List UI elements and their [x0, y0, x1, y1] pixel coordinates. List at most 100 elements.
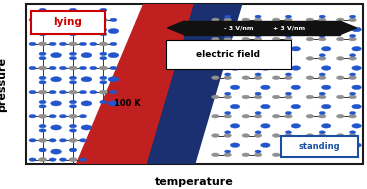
Circle shape — [212, 57, 219, 60]
Circle shape — [39, 148, 46, 151]
Text: - 3 V/nm: - 3 V/nm — [224, 25, 253, 30]
Circle shape — [306, 134, 314, 137]
Circle shape — [29, 18, 36, 22]
Text: standing: standing — [299, 142, 340, 151]
Circle shape — [255, 73, 261, 76]
Circle shape — [261, 27, 270, 32]
Circle shape — [81, 53, 92, 58]
Circle shape — [39, 81, 46, 84]
Circle shape — [69, 149, 77, 152]
Circle shape — [81, 29, 92, 34]
Circle shape — [261, 124, 270, 128]
Circle shape — [306, 153, 314, 156]
Circle shape — [59, 115, 66, 118]
Circle shape — [242, 115, 250, 118]
Circle shape — [224, 134, 231, 137]
Circle shape — [39, 124, 46, 128]
Circle shape — [261, 85, 270, 90]
Circle shape — [272, 76, 280, 79]
Circle shape — [285, 76, 292, 79]
Circle shape — [319, 54, 325, 57]
Circle shape — [286, 73, 291, 76]
Polygon shape — [76, 4, 235, 164]
Circle shape — [51, 149, 62, 154]
Circle shape — [225, 92, 231, 95]
Circle shape — [224, 57, 231, 60]
Circle shape — [110, 18, 117, 22]
Circle shape — [39, 32, 46, 36]
Circle shape — [349, 73, 356, 76]
Circle shape — [286, 54, 291, 57]
Circle shape — [212, 76, 219, 79]
Circle shape — [69, 148, 77, 151]
Circle shape — [306, 57, 314, 60]
Polygon shape — [340, 21, 357, 35]
Circle shape — [349, 54, 356, 57]
Circle shape — [49, 158, 56, 161]
Text: + 3 V/nm: + 3 V/nm — [273, 25, 305, 30]
Circle shape — [69, 90, 77, 94]
Circle shape — [272, 153, 280, 156]
Circle shape — [108, 101, 119, 106]
Text: pressure: pressure — [0, 57, 7, 112]
Circle shape — [69, 81, 77, 84]
Circle shape — [212, 95, 219, 99]
Circle shape — [337, 18, 344, 22]
Circle shape — [291, 46, 301, 51]
Circle shape — [255, 34, 261, 37]
Circle shape — [230, 124, 240, 128]
Circle shape — [225, 150, 231, 153]
Circle shape — [352, 66, 361, 70]
Circle shape — [212, 153, 219, 156]
FancyBboxPatch shape — [166, 40, 291, 69]
Circle shape — [90, 18, 97, 22]
Circle shape — [285, 57, 292, 60]
Circle shape — [272, 95, 280, 99]
Circle shape — [352, 143, 361, 147]
Circle shape — [100, 81, 107, 84]
Circle shape — [291, 124, 301, 128]
Circle shape — [286, 112, 291, 114]
Circle shape — [59, 42, 66, 46]
Circle shape — [291, 27, 301, 32]
Circle shape — [224, 37, 231, 41]
Circle shape — [306, 115, 314, 118]
Circle shape — [29, 139, 36, 142]
Circle shape — [69, 32, 77, 36]
Circle shape — [319, 73, 325, 76]
Circle shape — [100, 57, 107, 60]
Circle shape — [225, 73, 231, 76]
Circle shape — [337, 95, 344, 99]
Circle shape — [29, 66, 36, 70]
Circle shape — [69, 66, 77, 70]
Circle shape — [100, 76, 107, 80]
Circle shape — [69, 18, 77, 22]
Circle shape — [69, 124, 77, 128]
Circle shape — [51, 125, 62, 130]
Circle shape — [108, 29, 119, 34]
Circle shape — [212, 18, 219, 22]
Circle shape — [69, 76, 77, 80]
Circle shape — [337, 153, 344, 156]
Circle shape — [272, 37, 280, 41]
Circle shape — [291, 66, 301, 70]
Circle shape — [349, 18, 356, 22]
Circle shape — [242, 95, 250, 99]
Circle shape — [81, 125, 92, 130]
Circle shape — [242, 76, 250, 79]
Circle shape — [349, 95, 356, 99]
Circle shape — [286, 34, 291, 37]
Circle shape — [38, 18, 47, 22]
Circle shape — [225, 15, 231, 18]
Circle shape — [242, 18, 250, 22]
Circle shape — [319, 153, 326, 156]
Circle shape — [255, 92, 261, 95]
Circle shape — [319, 95, 326, 99]
Circle shape — [255, 131, 261, 134]
Circle shape — [224, 115, 231, 118]
Circle shape — [100, 32, 107, 36]
Circle shape — [272, 134, 280, 137]
Circle shape — [286, 150, 291, 153]
Circle shape — [254, 37, 262, 41]
Circle shape — [29, 91, 36, 94]
